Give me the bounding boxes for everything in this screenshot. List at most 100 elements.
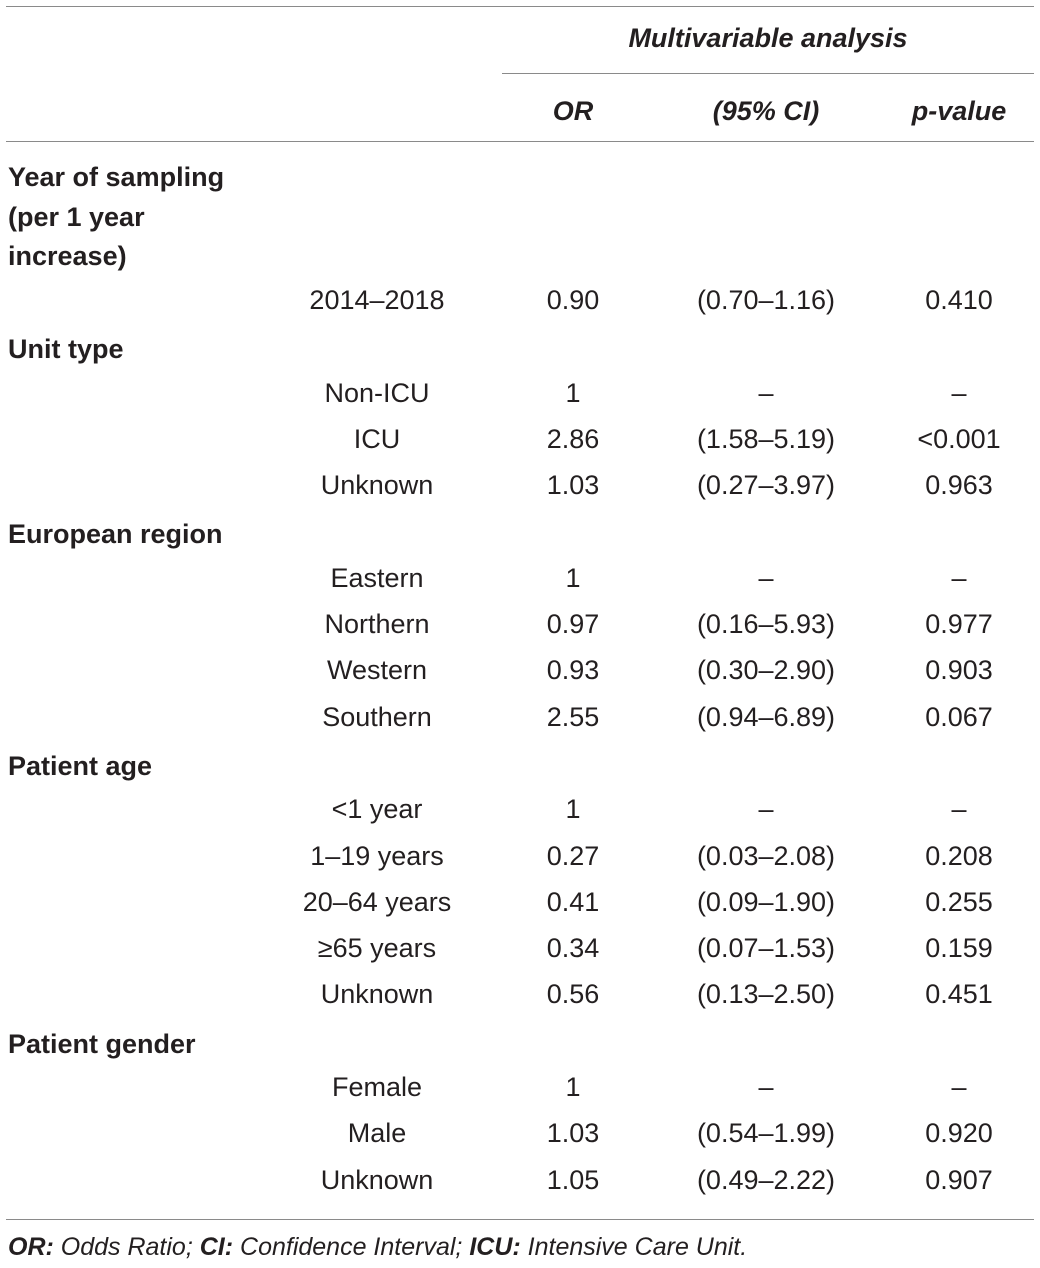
table-row: Western 0.93 (0.30–2.90) 0.903 — [0, 648, 1040, 694]
or-cell: 1.05 — [546, 1164, 600, 1195]
p-value-cell: 0.067 — [925, 701, 993, 732]
category-cell: 20–64 years — [302, 886, 452, 917]
or-cell: 1.03 — [546, 1118, 600, 1149]
ci-cell: – — [758, 562, 774, 593]
p-value-cell: 0.920 — [925, 1118, 993, 1149]
category-cell: 1–19 years — [310, 840, 444, 871]
category-cell: Female — [331, 1072, 423, 1103]
table-row: Unknown 1.05 (0.49–2.22) 0.907 — [0, 1158, 1040, 1204]
p-value-cell: 0.208 — [925, 840, 993, 871]
or-cell: 0.41 — [546, 886, 600, 917]
p-value-cell: 0.977 — [925, 609, 993, 640]
or-cell: 1.03 — [546, 470, 600, 501]
ci-cell: (0.03–2.08) — [696, 840, 836, 871]
category-cell: ICU — [353, 423, 401, 454]
section-title: Year of sampling (per 1 year increase) — [8, 162, 225, 271]
p-value-cell: 0.963 — [925, 470, 993, 501]
category-cell: ≥65 years — [317, 933, 437, 964]
table-row: 20–64 years 0.41 (0.09–1.90) 0.255 — [0, 880, 1040, 926]
table-row: 1–19 years 0.27 (0.03–2.08) 0.208 — [0, 834, 1040, 880]
ci-cell: (0.30–2.90) — [696, 655, 836, 686]
or-cell: 2.55 — [546, 701, 600, 732]
category-cell: Male — [347, 1118, 407, 1149]
p-value-cell: 0.907 — [925, 1164, 993, 1195]
group-header: Multivariable analysis — [628, 23, 908, 53]
footnote-or-abbr: OR: — [8, 1233, 54, 1261]
or-cell: 1 — [565, 1072, 581, 1103]
footnote-or-text: Odds Ratio; — [53, 1233, 200, 1261]
footnote-ci-text: Confidence Interval; — [233, 1233, 470, 1261]
ci-cell: (0.49–2.22) — [696, 1164, 836, 1195]
table-row: Unknown 1.03 (0.27–3.97) 0.963 — [0, 463, 1040, 509]
ci-cell: – — [758, 377, 774, 408]
column-header-or: OR — [552, 96, 594, 126]
footnote-icu-abbr: ICU: — [469, 1233, 521, 1261]
table-row: Eastern 1 – – — [0, 556, 1040, 602]
table-row: 2014–2018 0.90 (0.70–1.16) 0.410 — [0, 278, 1040, 324]
category-cell: Southern — [322, 701, 432, 732]
category-cell: 2014–2018 — [309, 285, 445, 315]
section-header-row: Patient age — [0, 741, 1040, 787]
category-cell: Eastern — [330, 562, 424, 593]
table-row: ICU 2.86 (1.58–5.19) <0.001 — [0, 417, 1040, 463]
table-row: <1 year 1 – – — [0, 787, 1040, 833]
table-row: Female 1 – – — [0, 1065, 1040, 1111]
or-cell: 1 — [565, 562, 581, 593]
ci-cell: (1.58–5.19) — [696, 423, 836, 454]
table-bottom-rule — [6, 1219, 1034, 1220]
table-footnote: OR: Odds Ratio; CI: Confidence Interval;… — [8, 1233, 747, 1262]
category-cell: Non-ICU — [324, 377, 430, 408]
section-header-row: European region — [0, 509, 1040, 555]
or-cell: 0.34 — [546, 933, 600, 964]
p-value-cell: – — [951, 1072, 967, 1103]
category-cell: Unknown — [320, 1164, 434, 1195]
section-header-row: Year of sampling (per 1 year increase) — [0, 152, 1040, 278]
or-cell: 0.56 — [546, 979, 600, 1010]
ci-cell: (0.07–1.53) — [696, 933, 836, 964]
header-bottom-rule — [6, 141, 1034, 142]
section-title: Patient gender — [8, 1028, 196, 1059]
category-cell: Unknown — [320, 979, 434, 1010]
p-value-cell: 0.451 — [925, 979, 993, 1010]
ci-cell: (0.54–1.99) — [696, 1118, 836, 1149]
table-row: Non-ICU 1 – – — [0, 371, 1040, 417]
ci-cell: (0.27–3.97) — [696, 470, 836, 501]
section-title: Unit type — [8, 334, 124, 365]
footnote-ci-abbr: CI: — [199, 1233, 234, 1261]
section-header-row: Patient gender — [0, 1019, 1040, 1065]
category-cell: Western — [326, 655, 428, 686]
p-value-cell: – — [951, 794, 967, 825]
p-value-cell: 0.410 — [925, 285, 993, 315]
or-cell: 2.86 — [546, 423, 600, 454]
table-row: Unknown 0.56 (0.13–2.50) 0.451 — [0, 972, 1040, 1018]
table-row: Male 1.03 (0.54–1.99) 0.920 — [0, 1111, 1040, 1157]
table-body: Year of sampling (per 1 year increase) 20… — [0, 152, 1040, 1204]
p-value-cell: – — [951, 377, 967, 408]
or-cell: 1 — [565, 377, 581, 408]
column-header-p-value: p-value — [911, 96, 1007, 126]
category-cell: Northern — [324, 609, 430, 640]
ci-cell: (0.16–5.93) — [696, 609, 836, 640]
table-row: ≥65 years 0.34 (0.07–1.53) 0.159 — [0, 926, 1040, 972]
or-cell: 1 — [565, 794, 581, 825]
ci-cell: (0.94–6.89) — [696, 701, 836, 732]
ci-cell: (0.13–2.50) — [696, 979, 836, 1010]
p-value-cell: <0.001 — [917, 423, 1001, 454]
p-value-cell: 0.903 — [925, 655, 993, 686]
ci-cell: (0.09–1.90) — [696, 886, 836, 917]
category-cell: <1 year — [331, 794, 423, 825]
column-header-ci: (95% CI) — [712, 96, 820, 126]
p-value-cell: – — [951, 562, 967, 593]
table-row: Northern 0.97 (0.16–5.93) 0.977 — [0, 602, 1040, 648]
p-value-cell: 0.255 — [925, 886, 993, 917]
ci-cell: (0.70–1.16) — [696, 285, 836, 315]
ci-cell: – — [758, 794, 774, 825]
category-cell: Unknown — [320, 470, 434, 501]
section-title: European region — [8, 519, 223, 550]
or-cell: 0.27 — [546, 840, 600, 871]
or-cell: 0.90 — [546, 285, 600, 315]
table-row: Southern 2.55 (0.94–6.89) 0.067 — [0, 695, 1040, 741]
or-cell: 0.93 — [546, 655, 600, 686]
footnote-icu-text: Intensive Care Unit. — [520, 1233, 748, 1261]
